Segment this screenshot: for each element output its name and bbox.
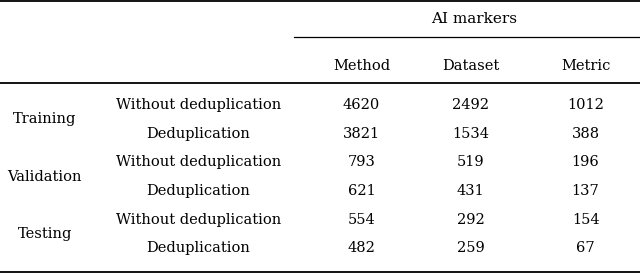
- Text: 1534: 1534: [452, 127, 489, 141]
- Text: 621: 621: [348, 184, 376, 198]
- Text: 137: 137: [572, 184, 600, 198]
- Text: Method: Method: [333, 58, 390, 73]
- Text: 67: 67: [576, 241, 595, 256]
- Text: 259: 259: [456, 241, 484, 256]
- Text: 1012: 1012: [567, 98, 604, 112]
- Text: Metric: Metric: [561, 58, 611, 73]
- Text: Deduplication: Deduplication: [147, 184, 250, 198]
- Text: 196: 196: [572, 155, 600, 170]
- Text: Without deduplication: Without deduplication: [116, 98, 281, 112]
- Text: 2492: 2492: [452, 98, 489, 112]
- Text: Deduplication: Deduplication: [147, 241, 250, 256]
- Text: Deduplication: Deduplication: [147, 127, 250, 141]
- Text: Testing: Testing: [18, 227, 72, 241]
- Text: Training: Training: [13, 112, 77, 126]
- Text: Without deduplication: Without deduplication: [116, 213, 281, 227]
- Text: Dataset: Dataset: [442, 58, 499, 73]
- Text: Validation: Validation: [8, 170, 82, 184]
- Text: 431: 431: [456, 184, 484, 198]
- Text: 482: 482: [348, 241, 376, 256]
- Text: 292: 292: [456, 213, 484, 227]
- Text: 554: 554: [348, 213, 376, 227]
- Text: 793: 793: [348, 155, 376, 170]
- Text: 4620: 4620: [343, 98, 380, 112]
- Text: Without deduplication: Without deduplication: [116, 155, 281, 170]
- Text: 154: 154: [572, 213, 600, 227]
- Text: 388: 388: [572, 127, 600, 141]
- Text: 3821: 3821: [343, 127, 380, 141]
- Text: 519: 519: [456, 155, 484, 170]
- Text: AI markers: AI markers: [431, 12, 516, 26]
